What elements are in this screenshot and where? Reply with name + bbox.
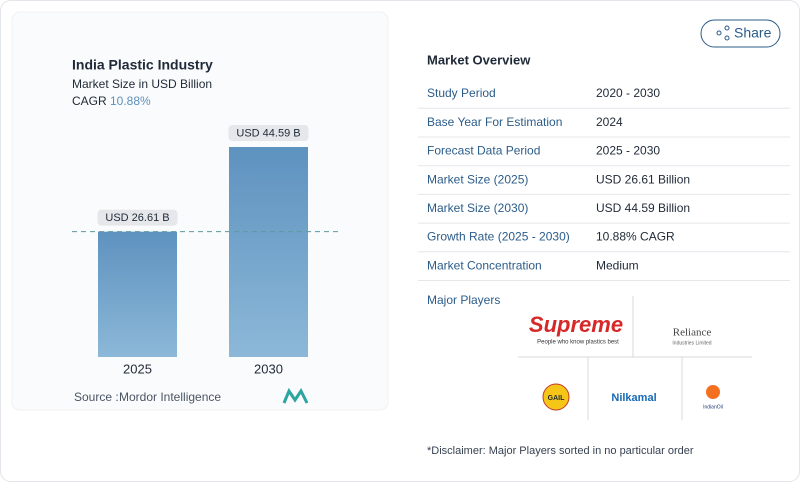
players-title: Major Players [427, 293, 500, 307]
row-value: Medium [596, 258, 639, 272]
players-grid [518, 296, 752, 420]
player-logo: IndianOil [703, 404, 723, 410]
player-logo-badge [706, 385, 720, 399]
chart-title: India Plastic Industry [72, 57, 213, 73]
value-pill [97, 209, 178, 226]
brand-logo [282, 387, 309, 404]
player-logo: GAIL [548, 395, 565, 402]
player-logo-badge [542, 383, 570, 411]
row-label: Study Period [427, 86, 496, 100]
value-pill [228, 125, 309, 141]
row-value: 2020 - 2030 [596, 86, 660, 100]
share-button[interactable]: Share [700, 19, 781, 48]
share-icon[interactable] [724, 35, 730, 41]
value-label: USD 26.61 B [105, 212, 169, 224]
cagr-label: CAGR [72, 94, 107, 108]
disclaimer: *Disclaimer: Major Players sorted in no … [427, 445, 694, 457]
row-value: 2024 [596, 115, 623, 129]
row-value: USD 44.59 Billion [596, 201, 690, 215]
share-outline[interactable] [700, 19, 781, 48]
source: Mordor Intelligence [119, 390, 221, 404]
x-tick-label: 2030 [254, 361, 283, 376]
player-tagline: People who know plastics best [537, 340, 619, 346]
share-icon[interactable] [724, 25, 730, 31]
row-value: 10.88% CAGR [596, 230, 675, 244]
player-logo: Nilkamal [611, 392, 656, 404]
share-icon[interactable] [716, 30, 722, 36]
row-label: Growth Rate (2025 - 2030) [427, 230, 570, 244]
row-label: Forecast Data Period [427, 144, 540, 158]
bar [229, 147, 308, 357]
overview-title: Market Overview [427, 52, 531, 67]
player-tagline: Industries Limited [672, 340, 711, 346]
source-label: Source : [74, 390, 119, 404]
cagr-value: 10.88% [110, 94, 151, 108]
row-label: Market Concentration [427, 258, 542, 272]
row-label: Market Size (2030) [427, 201, 528, 215]
share-label[interactable]: Share [734, 25, 772, 41]
row-value: 2025 - 2030 [596, 144, 660, 158]
chart-subtitle: Market Size in USD Billion [72, 77, 212, 91]
row-value: USD 26.61 Billion [596, 172, 690, 186]
row-label: Market Size (2025) [427, 172, 528, 186]
bar [98, 231, 177, 357]
row-label: Base Year For Estimation [427, 115, 562, 129]
player-logo: Supreme [529, 312, 623, 337]
value-label: USD 44.59 B [236, 127, 300, 139]
x-tick-label: 2025 [123, 361, 152, 376]
player-logo: Reliance [673, 327, 712, 339]
